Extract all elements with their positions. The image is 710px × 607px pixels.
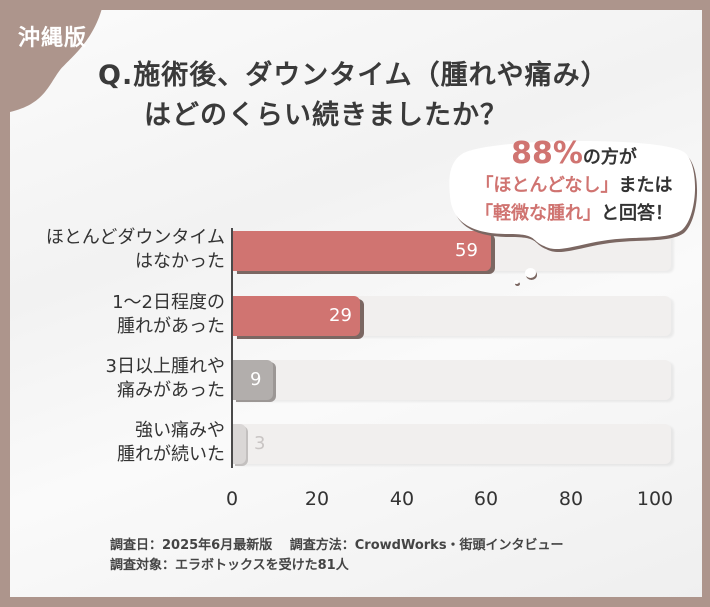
- bar-value-4: 3: [254, 433, 266, 454]
- x-tick: 80: [558, 488, 584, 510]
- bar-severe: [233, 424, 246, 464]
- survey-info-line-1: 調査日：2025年6月最新版 調査方法：CrowdWorks・街頭インタビュー: [110, 538, 564, 553]
- bubble-dot-small: [514, 280, 519, 284]
- title-line-1: Q.施術後、ダウンタイム（腫れや痛み）: [98, 60, 609, 91]
- x-tick: 0: [225, 488, 239, 510]
- x-tick: 60: [473, 488, 499, 510]
- bar-value-1: 59: [455, 240, 478, 261]
- bar-track-3: [233, 360, 671, 400]
- x-tick: 40: [389, 488, 415, 510]
- callout-bubble: 88%の方が 「ほとんどなし」または 「軽微な腫れ」と回答！: [448, 136, 700, 254]
- corner-decoration: [0, 0, 104, 112]
- category-label-1: ほとんどダウンタイム はなかった: [45, 227, 225, 272]
- bar-track-4: [233, 424, 671, 464]
- x-tick: 100: [636, 488, 674, 510]
- bar-none: [233, 231, 491, 271]
- chart-title: Q.施術後、ダウンタイム（腫れや痛み） はどのくらい続きましたか？: [98, 56, 609, 136]
- bar-value-2: 29: [329, 305, 352, 326]
- bubble-dot-large: [525, 268, 536, 278]
- bar-value-3: 9: [250, 369, 262, 390]
- bar-1-2-days: [233, 296, 360, 336]
- title-line-2: はどのくらい続きましたか？: [144, 100, 508, 131]
- category-label-4: 強い痛みや 腫れが続いた: [117, 420, 225, 465]
- region-badge: 沖縄版: [18, 26, 88, 51]
- category-label-2: 1〜2日程度の 腫れがあった: [112, 292, 225, 337]
- bar-3-days-plus: [233, 360, 273, 400]
- callout-percent: 88%: [511, 136, 583, 171]
- survey-info-line-2: 調査対象：エラボトックスを受けた81人: [110, 558, 349, 573]
- category-label-3: 3日以上腫れや 痛みがあった: [105, 356, 225, 401]
- speech-bubble-shape: [449, 140, 698, 253]
- callout-text: 88%の方が 「ほとんどなし」または 「軽微な腫れ」と回答！: [475, 136, 673, 225]
- y-axis-line: [231, 228, 233, 468]
- x-tick: 20: [304, 488, 330, 510]
